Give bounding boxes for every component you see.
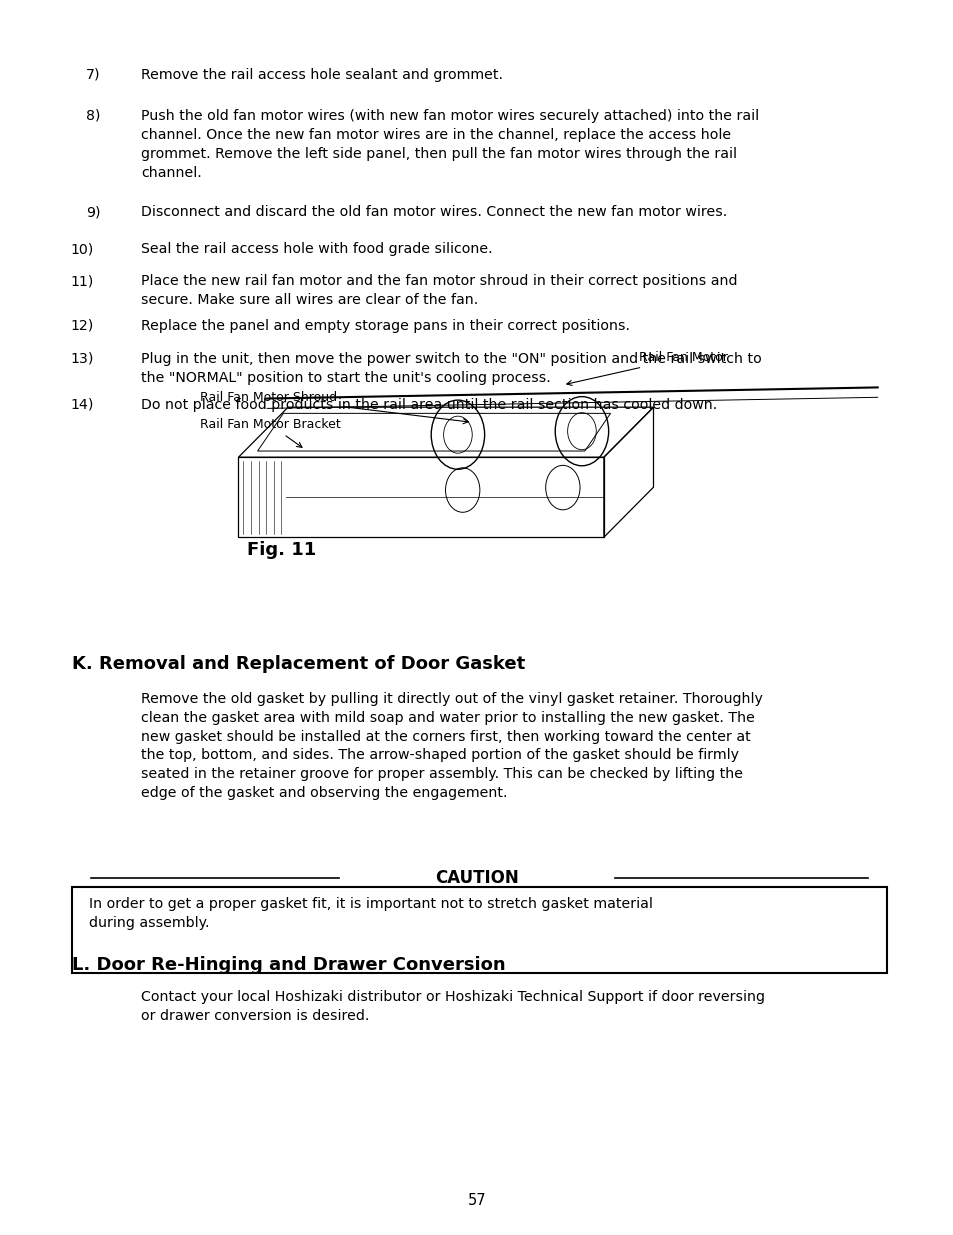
Text: Do not place food products in the rail area until the rail section has cooled do: Do not place food products in the rail a… <box>141 398 717 411</box>
Text: Disconnect and discard the old fan motor wires. Connect the new fan motor wires.: Disconnect and discard the old fan motor… <box>141 205 727 219</box>
Text: Place the new rail fan motor and the fan motor shroud in their correct positions: Place the new rail fan motor and the fan… <box>141 274 737 308</box>
Text: Remove the old gasket by pulling it directly out of the vinyl gasket retainer. T: Remove the old gasket by pulling it dire… <box>141 692 762 800</box>
Text: Seal the rail access hole with food grade silicone.: Seal the rail access hole with food grad… <box>141 242 493 256</box>
Text: 8): 8) <box>86 109 100 122</box>
Bar <box>71 887 886 973</box>
Text: K. Removal and Replacement of Door Gasket: K. Removal and Replacement of Door Gaske… <box>71 655 524 673</box>
Text: 13): 13) <box>70 352 93 366</box>
Text: Plug in the unit, then move the power switch to the "ON" position and the rail s: Plug in the unit, then move the power sw… <box>141 352 761 385</box>
Text: Replace the panel and empty storage pans in their correct positions.: Replace the panel and empty storage pans… <box>141 319 630 332</box>
Text: Remove the rail access hole sealant and grommet.: Remove the rail access hole sealant and … <box>141 68 502 82</box>
Text: 14): 14) <box>70 398 93 411</box>
Text: Rail Fan Motor Bracket: Rail Fan Motor Bracket <box>200 419 341 447</box>
Text: 57: 57 <box>467 1193 486 1208</box>
Text: 9): 9) <box>86 205 100 219</box>
Text: 11): 11) <box>71 274 93 288</box>
Text: In order to get a proper gasket fit, it is important not to stretch gasket mater: In order to get a proper gasket fit, it … <box>89 897 652 930</box>
Text: Fig. 11: Fig. 11 <box>247 541 315 559</box>
Text: Rail Fan Motor: Rail Fan Motor <box>566 351 727 385</box>
Text: Contact your local Hoshizaki distributor or Hoshizaki Technical Support if door : Contact your local Hoshizaki distributor… <box>141 990 764 1024</box>
Text: 10): 10) <box>71 242 93 256</box>
Text: 12): 12) <box>71 319 93 332</box>
Text: CAUTION: CAUTION <box>435 869 518 887</box>
Text: Rail Fan Motor Shroud: Rail Fan Motor Shroud <box>200 391 468 424</box>
Text: L. Door Re-Hinging and Drawer Conversion: L. Door Re-Hinging and Drawer Conversion <box>71 956 505 974</box>
Text: Push the old fan motor wires (with new fan motor wires securely attached) into t: Push the old fan motor wires (with new f… <box>141 109 759 179</box>
Text: 7): 7) <box>86 68 100 82</box>
